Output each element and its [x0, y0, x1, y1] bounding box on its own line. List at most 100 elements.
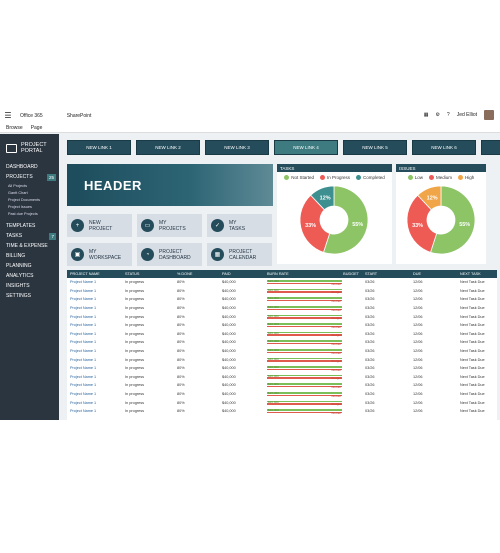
table-row[interactable]: Project Name 1 In progress 80% $40,000 $20,0…: [67, 321, 497, 330]
donut-slice-completed[interactable]: [310, 185, 335, 211]
project-name-link[interactable]: Project Name 1: [70, 400, 97, 405]
help-icon[interactable]: ?: [446, 112, 450, 118]
burn-rate-cell: $20,000 Budget: [264, 348, 362, 354]
table-row[interactable]: Project Name 1 In progress 80% $40,000 $20,0…: [67, 304, 497, 313]
sidebar-item-templates[interactable]: TEMPLATES: [6, 223, 36, 229]
new-link-5[interactable]: NEW LINK 5: [343, 140, 407, 155]
project-name-link[interactable]: Project Name 1: [70, 374, 97, 379]
header-banner: HEADER: [67, 164, 273, 206]
column-header[interactable]: STATUS: [125, 272, 140, 276]
burn-rate-cell: $20,000 Budget: [264, 400, 362, 406]
table-row[interactable]: Project Name 1 In progress 80% $40,000 $20,0…: [67, 278, 497, 287]
grid-icon[interactable]: ▦: [423, 112, 429, 118]
donut-slice-low[interactable]: [429, 185, 476, 255]
my-tasks-tile[interactable]: ✓ MY TASKS: [207, 214, 272, 237]
sidebar-item-dashboard[interactable]: DASHBOARD: [6, 164, 38, 170]
sidebar-item-projects[interactable]: PROJECTS 25: [6, 173, 56, 181]
burn-bar-green: [267, 409, 342, 411]
project-name-link[interactable]: Project Name 1: [70, 357, 97, 362]
sidebar-item-time-expense[interactable]: TIME & EXPENSE: [6, 243, 48, 249]
sidebar-item-tasks[interactable]: TASKS 7: [6, 232, 56, 240]
table-row[interactable]: Project Name 1 In progress 80% $40,000 $20,0…: [67, 381, 497, 390]
table-row[interactable]: Project Name 1 In progress 80% $40,000 $20,0…: [67, 373, 497, 382]
sidebar-item-billing[interactable]: BILLING: [6, 253, 26, 259]
sidebar-item-planning[interactable]: PLANNING: [6, 263, 32, 269]
start-cell: 03/26: [365, 340, 375, 345]
donut-slice-not-started[interactable]: [322, 185, 369, 255]
table-row[interactable]: Project Name 1 In progress 80% $40,000 $20,0…: [67, 407, 497, 416]
donut-slice-high[interactable]: [417, 185, 442, 211]
office-link[interactable]: Office 365: [20, 112, 43, 119]
column-header[interactable]: START: [365, 272, 378, 276]
table-row[interactable]: Project Name 1 In progress 80% $40,000 $20,0…: [67, 330, 497, 339]
column-header[interactable]: DUE: [413, 272, 422, 276]
sidebar-subitem-issues[interactable]: Project Issues: [8, 204, 32, 209]
logo-line1: PROJECT: [21, 142, 47, 148]
sidebar-item-analytics[interactable]: ANALYTICS: [6, 273, 34, 279]
project-name-link[interactable]: Project Name 1: [70, 392, 97, 397]
portal-logo[interactable]: PROJECT PORTAL: [0, 134, 59, 162]
issues-donut-chart: 55% 33% 12%: [406, 185, 476, 255]
sidebar-item-insights[interactable]: INSIGHTS: [6, 283, 30, 289]
table-row[interactable]: Project Name 1 In progress 80% $40,000 $20,0…: [67, 295, 497, 304]
table-row[interactable]: Project Name 1 In progress 80% $40,000 $20,0…: [67, 398, 497, 407]
new-link-2[interactable]: NEW LINK 2: [136, 140, 200, 155]
project-calendar-tile[interactable]: ▦ PROJECT CALENDAR: [207, 243, 272, 266]
projects-count-badge: 25: [46, 173, 56, 181]
table-row[interactable]: Project Name 1 In progress 80% $40,000 $20,0…: [67, 287, 497, 296]
new-link-1[interactable]: NEW LINK 1: [67, 140, 131, 155]
start-cell: 03/26: [365, 400, 375, 405]
new-link-7[interactable]: NEW LINK 7: [481, 140, 500, 155]
project-name-link[interactable]: Project Name 1: [70, 297, 97, 302]
column-header[interactable]: NEXT TASK: [460, 272, 481, 276]
table-row[interactable]: Project Name 1 In progress 80% $40,000 $20,0…: [67, 338, 497, 347]
donut-slice-in-progress[interactable]: [299, 194, 331, 254]
gear-icon[interactable]: ⚙: [435, 112, 440, 118]
project-name-link[interactable]: Project Name 1: [70, 323, 97, 328]
project-name-link[interactable]: Project Name 1: [70, 288, 97, 293]
my-workspace-tile[interactable]: ▣ MY WORKSPACE: [67, 243, 132, 266]
sidebar-subitem-documents[interactable]: Project Documents: [8, 197, 41, 202]
project-name-link[interactable]: Project Name 1: [70, 383, 97, 388]
next-task-cell: Next Task Due: [460, 297, 485, 302]
status-cell: In progress: [125, 314, 144, 319]
browse-tab[interactable]: Browse: [6, 124, 23, 131]
project-name-link[interactable]: Project Name 1: [70, 306, 97, 311]
avatar[interactable]: [484, 110, 494, 120]
app-launcher-icon[interactable]: ☰: [4, 111, 12, 120]
column-header[interactable]: % DONE: [177, 272, 193, 276]
project-name-link[interactable]: Project Name 1: [70, 366, 97, 371]
user-name[interactable]: Jed Elliot: [456, 112, 477, 118]
sidebar-subitem-gantt[interactable]: Gantt Chart: [8, 190, 28, 195]
new-project-tile[interactable]: + NEW PROJECT: [67, 214, 132, 237]
sidebar-item-settings[interactable]: SETTINGS: [6, 293, 32, 299]
table-row[interactable]: Project Name 1 In progress 80% $40,000 $20,0…: [67, 355, 497, 364]
project-name-link[interactable]: Project Name 1: [70, 349, 97, 354]
project-name-link[interactable]: Project Name 1: [70, 314, 97, 319]
table-row[interactable]: Project Name 1 In progress 80% $40,000 $20,0…: [67, 312, 497, 321]
column-header[interactable]: PROJECT NAME: [70, 272, 100, 276]
table-row[interactable]: Project Name 1 In progress 80% $40,000 $20,0…: [67, 390, 497, 399]
sidebar-subitem-past-due[interactable]: Past due Projects: [8, 211, 38, 216]
burn-rate-bar: $20,000 Budget: [267, 391, 342, 397]
sidebar-subitem-all-projects[interactable]: All Projects: [8, 183, 27, 188]
donut-slice-medium[interactable]: [406, 194, 438, 254]
percent-done-cell: 80%: [177, 357, 185, 362]
sharepoint-link[interactable]: SharePoint: [66, 112, 92, 119]
column-header[interactable]: PAID: [222, 272, 231, 276]
new-link-3[interactable]: NEW LINK 3: [205, 140, 269, 155]
table-row[interactable]: Project Name 1 In progress 80% $40,000 $20,0…: [67, 364, 497, 373]
my-projects-tile[interactable]: ▭ MY PROJECTS: [137, 214, 202, 237]
next-task-cell: Next Task Due: [460, 409, 485, 414]
project-dashboard-tile[interactable]: ◔ PROJECT DASHBOARD: [137, 243, 202, 266]
table-row[interactable]: Project Name 1 In progress 80% $40,000 $20,0…: [67, 347, 497, 356]
page-tab[interactable]: Page: [30, 124, 43, 131]
project-name-link[interactable]: Project Name 1: [70, 331, 97, 336]
project-name-link[interactable]: Project Name 1: [70, 409, 97, 414]
new-link-4[interactable]: NEW LINK 4: [274, 140, 338, 155]
percent-done-cell: 80%: [177, 409, 185, 414]
project-name-link[interactable]: Project Name 1: [70, 280, 97, 285]
column-header[interactable]: BURN RATE BUDGET: [264, 272, 362, 276]
new-link-6[interactable]: NEW LINK 6: [412, 140, 476, 155]
project-name-link[interactable]: Project Name 1: [70, 340, 97, 345]
